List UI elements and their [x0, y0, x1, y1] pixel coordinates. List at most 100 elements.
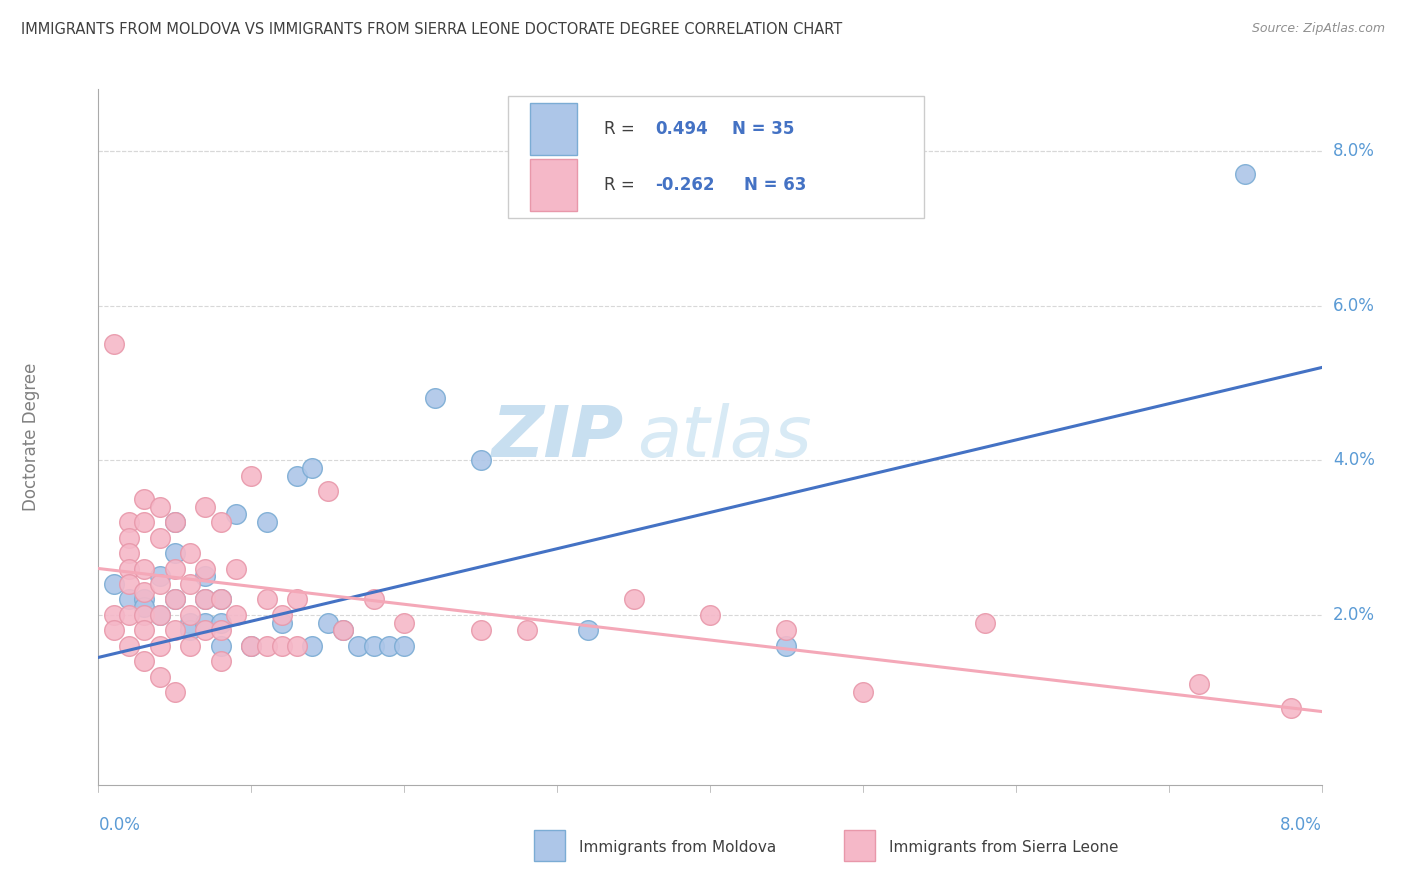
- Point: [118, 607, 141, 622]
- Text: Source: ZipAtlas.com: Source: ZipAtlas.com: [1251, 22, 1385, 36]
- Point: [225, 561, 247, 575]
- Point: [392, 639, 416, 653]
- Point: [285, 639, 308, 653]
- Text: Immigrants from Moldova: Immigrants from Moldova: [579, 840, 776, 855]
- Point: [576, 624, 599, 638]
- Point: [1188, 677, 1211, 691]
- Point: [163, 685, 186, 699]
- Text: -0.262: -0.262: [655, 176, 714, 194]
- Point: [149, 577, 172, 591]
- Point: [285, 468, 308, 483]
- Point: [270, 615, 294, 630]
- Point: [118, 515, 141, 529]
- Point: [423, 392, 446, 406]
- FancyBboxPatch shape: [508, 96, 924, 218]
- Point: [163, 624, 186, 638]
- Text: atlas: atlas: [637, 402, 811, 472]
- Text: Doctorate Degree: Doctorate Degree: [22, 363, 41, 511]
- Point: [149, 607, 172, 622]
- Point: [316, 615, 339, 630]
- Point: [194, 569, 217, 583]
- Point: [118, 546, 141, 560]
- Point: [179, 546, 201, 560]
- Point: [332, 624, 354, 638]
- Point: [470, 624, 492, 638]
- Point: [194, 500, 217, 514]
- Point: [363, 639, 385, 653]
- Text: 2.0%: 2.0%: [1333, 606, 1375, 624]
- Point: [163, 592, 186, 607]
- Point: [149, 607, 172, 622]
- Point: [179, 615, 201, 630]
- Point: [316, 484, 339, 499]
- Text: R =: R =: [603, 176, 640, 194]
- Point: [134, 654, 156, 668]
- Point: [209, 592, 232, 607]
- Text: R =: R =: [603, 120, 640, 138]
- Point: [103, 624, 125, 638]
- Point: [118, 531, 141, 545]
- Point: [134, 491, 156, 506]
- Point: [179, 577, 201, 591]
- Point: [378, 639, 401, 653]
- Point: [134, 584, 156, 599]
- Point: [194, 592, 217, 607]
- Point: [470, 453, 492, 467]
- Point: [103, 337, 125, 351]
- Point: [134, 600, 156, 615]
- Point: [270, 639, 294, 653]
- Point: [118, 561, 141, 575]
- Point: [225, 508, 247, 522]
- Point: [163, 515, 186, 529]
- Point: [209, 624, 232, 638]
- Point: [179, 639, 201, 653]
- Point: [699, 607, 721, 622]
- Point: [256, 592, 278, 607]
- Point: [852, 685, 875, 699]
- Text: 0.0%: 0.0%: [98, 816, 141, 834]
- Point: [332, 624, 354, 638]
- Text: 8.0%: 8.0%: [1279, 816, 1322, 834]
- Point: [134, 607, 156, 622]
- Point: [118, 639, 141, 653]
- Text: 0.494: 0.494: [655, 120, 707, 138]
- Point: [256, 515, 278, 529]
- Point: [149, 639, 172, 653]
- Point: [256, 639, 278, 653]
- Point: [209, 615, 232, 630]
- Point: [974, 615, 997, 630]
- Point: [209, 592, 232, 607]
- Point: [163, 592, 186, 607]
- Point: [209, 515, 232, 529]
- Point: [118, 577, 141, 591]
- Point: [103, 607, 125, 622]
- Text: 6.0%: 6.0%: [1333, 297, 1375, 315]
- Point: [134, 515, 156, 529]
- Point: [118, 592, 141, 607]
- Text: 4.0%: 4.0%: [1333, 451, 1375, 469]
- Point: [363, 592, 385, 607]
- Point: [163, 561, 186, 575]
- Point: [194, 624, 217, 638]
- Point: [270, 607, 294, 622]
- Point: [285, 592, 308, 607]
- Point: [392, 615, 416, 630]
- Point: [347, 639, 370, 653]
- Point: [775, 624, 797, 638]
- Point: [149, 531, 172, 545]
- Point: [194, 561, 217, 575]
- Point: [134, 561, 156, 575]
- Point: [179, 624, 201, 638]
- Point: [225, 607, 247, 622]
- Point: [209, 639, 232, 653]
- FancyBboxPatch shape: [530, 103, 576, 155]
- Point: [149, 670, 172, 684]
- FancyBboxPatch shape: [530, 159, 576, 211]
- Point: [163, 515, 186, 529]
- Text: IMMIGRANTS FROM MOLDOVA VS IMMIGRANTS FROM SIERRA LEONE DOCTORATE DEGREE CORRELA: IMMIGRANTS FROM MOLDOVA VS IMMIGRANTS FR…: [21, 22, 842, 37]
- Point: [163, 546, 186, 560]
- Point: [240, 639, 263, 653]
- Point: [179, 607, 201, 622]
- Point: [1279, 700, 1302, 714]
- Text: N = 35: N = 35: [733, 120, 794, 138]
